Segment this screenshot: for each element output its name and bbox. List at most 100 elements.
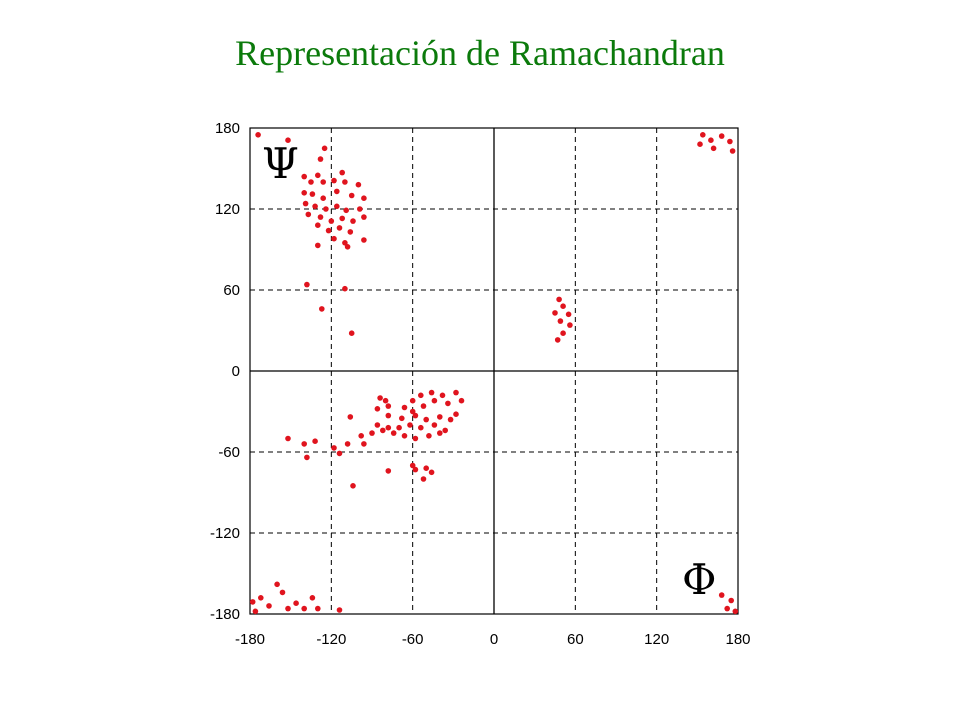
data-point (312, 203, 318, 210)
data-point (301, 190, 308, 196)
data-point (320, 179, 327, 185)
data-point (312, 438, 318, 445)
data-point (447, 416, 454, 423)
data-point (567, 322, 573, 328)
y-axis-label: Ψ (262, 139, 299, 188)
data-point (301, 173, 308, 180)
data-point (565, 311, 572, 318)
data-point (334, 188, 340, 195)
data-point (304, 281, 310, 288)
data-point (350, 218, 356, 224)
plot-frame (249, 127, 739, 615)
data-point (426, 433, 432, 439)
data-point (355, 181, 362, 188)
data-point (407, 422, 413, 428)
data-point (401, 433, 408, 439)
data-point (380, 427, 386, 434)
data-point (336, 225, 343, 231)
data-point (423, 416, 430, 423)
data-point (361, 237, 367, 243)
y-tick-label: -120 (210, 525, 240, 542)
data-point (428, 469, 435, 476)
y-tick-label: 0 (232, 363, 240, 380)
data-point (317, 214, 324, 220)
data-point (409, 408, 416, 415)
data-point (727, 138, 733, 145)
data-point (418, 392, 424, 399)
data-point (315, 242, 321, 249)
data-point (357, 206, 363, 212)
data-point (342, 179, 348, 185)
y-tick-label: 60 (223, 282, 240, 299)
data-point (382, 397, 389, 404)
data-point (342, 240, 348, 246)
data-point (347, 229, 354, 235)
data-point (331, 235, 337, 242)
data-point (358, 433, 365, 439)
data-point (258, 595, 264, 601)
data-point (274, 581, 280, 588)
data-point (560, 330, 566, 337)
data-point (385, 424, 392, 431)
data-point (255, 132, 261, 138)
x-tick-label: 60 (567, 631, 584, 648)
data-point (348, 192, 355, 199)
data-point (301, 441, 308, 447)
data-point (266, 603, 272, 609)
data-point (305, 211, 312, 218)
data-point (331, 177, 337, 184)
data-point (437, 430, 443, 436)
data-point (321, 145, 328, 152)
data-point (361, 195, 367, 201)
x-tick-label: 120 (644, 631, 669, 648)
data-point (412, 466, 419, 473)
data-point (409, 397, 416, 404)
data-point (331, 445, 337, 451)
data-point (315, 605, 321, 612)
data-point (319, 306, 325, 312)
data-point (285, 435, 291, 442)
data-point (304, 454, 310, 461)
data-point (309, 595, 316, 601)
data-point (342, 285, 348, 292)
data-point (445, 400, 451, 407)
data-point (374, 422, 381, 428)
data-point (369, 430, 375, 436)
axis-lines (250, 128, 738, 614)
data-point (728, 597, 734, 604)
chart-title: Representación de Ramachandran (235, 33, 725, 73)
y-tick-label: 180 (215, 120, 240, 137)
data-point (302, 200, 309, 207)
data-point (385, 468, 392, 474)
x-tick-label: 0 (490, 631, 498, 648)
data-point (344, 441, 351, 447)
x-axis-label: Φ (682, 555, 716, 604)
data-point (557, 318, 564, 324)
data-point (431, 422, 438, 428)
data-point (431, 397, 438, 404)
data-point (708, 137, 714, 143)
data-point (420, 403, 427, 409)
data-point (420, 476, 427, 482)
data-point (348, 330, 355, 337)
y-tick-label: 120 (215, 201, 240, 218)
x-tick-label: -120 (316, 631, 346, 648)
data-point (729, 148, 736, 154)
data-point (710, 145, 717, 152)
data-point (437, 414, 443, 420)
y-tick-label: -180 (210, 606, 240, 623)
data-point (396, 424, 402, 431)
data-point (453, 389, 459, 396)
data-point (453, 411, 459, 418)
data-point (418, 424, 424, 431)
data-point (399, 415, 405, 422)
data-point (552, 310, 558, 316)
x-tick-labels: -180 -120 -60 0 60 120 180 (235, 631, 751, 648)
data-point (347, 414, 354, 420)
data-point (285, 605, 291, 612)
data-point (336, 450, 343, 457)
data-point (285, 137, 291, 143)
data-point (428, 389, 435, 396)
data-point (401, 404, 408, 411)
